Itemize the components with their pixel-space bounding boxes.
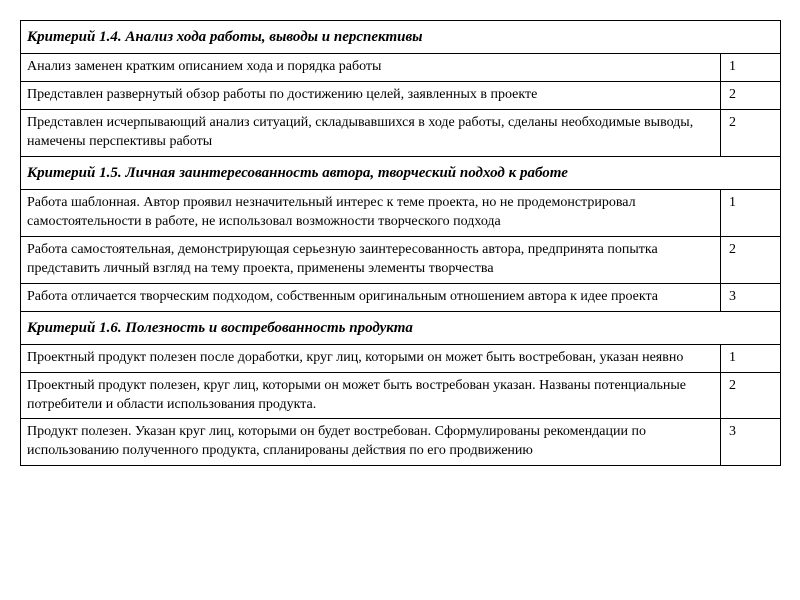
criterion-score: 3 — [721, 283, 781, 311]
criterion-description: Работа отличается творческим подходом, с… — [21, 283, 721, 311]
table-row: Работа шаблонная. Автор проявил незначит… — [21, 190, 781, 237]
table-row: Продукт полезен. Указан круг лиц, которы… — [21, 419, 781, 466]
table-row: Представлен развернутый обзор работы по … — [21, 82, 781, 110]
table-row: Работа отличается творческим подходом, с… — [21, 283, 781, 311]
criterion-score: 2 — [721, 236, 781, 283]
criterion-score: 2 — [721, 372, 781, 419]
criterion-score: 1 — [721, 54, 781, 82]
criterion-score: 2 — [721, 110, 781, 157]
criteria-table: Критерий 1.4. Анализ хода работы, выводы… — [20, 20, 781, 466]
criterion-description: Работа шаблонная. Автор проявил незначит… — [21, 190, 721, 237]
table-row: Анализ заменен кратким описанием хода и … — [21, 54, 781, 82]
criterion-description: Проектный продукт полезен, круг лиц, кот… — [21, 372, 721, 419]
table-row: Работа самостоятельная, демонстрирующая … — [21, 236, 781, 283]
criterion-description: Представлен развернутый обзор работы по … — [21, 82, 721, 110]
criterion-description: Продукт полезен. Указан круг лиц, которы… — [21, 419, 721, 466]
criterion-score: 2 — [721, 82, 781, 110]
criterion-description: Работа самостоятельная, демонстрирующая … — [21, 236, 721, 283]
criterion-header: Критерий 1.6. Полезность и востребованно… — [21, 311, 781, 344]
criterion-score: 3 — [721, 419, 781, 466]
criterion-score: 1 — [721, 190, 781, 237]
criterion-description: Анализ заменен кратким описанием хода и … — [21, 54, 721, 82]
criterion-score: 1 — [721, 344, 781, 372]
table-row: Проектный продукт полезен, круг лиц, кот… — [21, 372, 781, 419]
criterion-description: Проектный продукт полезен после доработк… — [21, 344, 721, 372]
criterion-header: Критерий 1.5. Личная заинтересованность … — [21, 156, 781, 189]
table-row: Представлен исчерпывающий анализ ситуаци… — [21, 110, 781, 157]
criterion-header: Критерий 1.4. Анализ хода работы, выводы… — [21, 21, 781, 54]
table-row: Проектный продукт полезен после доработк… — [21, 344, 781, 372]
criterion-description: Представлен исчерпывающий анализ ситуаци… — [21, 110, 721, 157]
